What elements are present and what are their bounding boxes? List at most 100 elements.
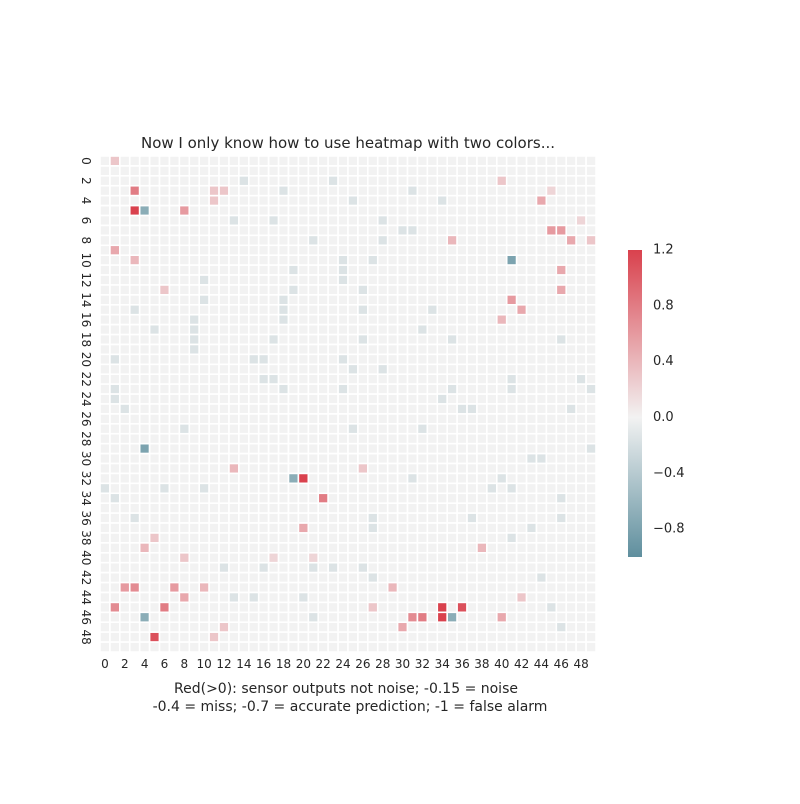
heatmap-cell [545,294,558,306]
heatmap-cell [178,284,191,296]
heatmap-cell [128,482,141,495]
heatmap-cell [476,581,488,594]
heatmap-cell [109,601,121,614]
heatmap-cell [515,502,528,514]
heatmap-cell [317,423,329,435]
heatmap-cell [495,383,508,395]
heatmap-cell [426,264,439,276]
heatmap-cell [476,284,488,296]
heatmap-cell [178,571,191,584]
y-tick-label: 26 [79,411,93,426]
heatmap-cell [436,313,448,326]
heatmap-cell [99,482,111,495]
heatmap-cell [218,591,230,604]
heatmap-cell [267,373,280,385]
heatmap-cell [138,353,151,366]
heatmap-cell [476,363,488,376]
heatmap-cell [198,383,210,395]
heatmap-cell [99,591,111,604]
heatmap-cell [525,442,538,455]
heatmap-cell [119,561,131,574]
heatmap-cell [297,522,310,534]
heatmap-cell [218,532,230,544]
heatmap-cell [267,353,280,366]
heatmap-cell [585,383,597,395]
heatmap-cell [495,363,508,376]
heatmap-cell [148,641,161,653]
heatmap-cell [248,432,260,445]
x-tick-label: 10 [197,657,212,671]
heatmap-cell [466,561,478,574]
heatmap-cell [545,224,558,237]
heatmap-cell [277,591,290,604]
heatmap-cell [495,482,508,495]
heatmap-cell [297,165,310,177]
heatmap-cell [158,581,171,594]
heatmap-cell [317,413,329,425]
heatmap-cell [456,403,468,415]
heatmap-cell [367,155,379,167]
heatmap-cell [555,224,568,237]
heatmap-cell [585,393,597,405]
heatmap-cell [505,611,518,624]
heatmap-cell [367,641,379,653]
heatmap-cell [297,204,310,217]
heatmap-cell [228,631,240,643]
heatmap-cell [138,294,151,306]
y-tick-label: 36 [79,510,93,525]
heatmap-cell [436,353,448,366]
heatmap-cell [357,611,369,624]
heatmap-cell [128,502,141,514]
heatmap-cell [148,492,161,504]
heatmap-cell [476,482,488,495]
heatmap-cell [476,641,488,653]
heatmap-cell [168,591,181,604]
heatmap-cell [228,462,240,475]
heatmap-cell [248,641,260,653]
heatmap-cell [406,264,419,276]
x-tick-label: 26 [355,657,370,671]
heatmap-cell [396,165,409,177]
heatmap-cell [168,561,181,574]
heatmap-cell [188,472,200,485]
heatmap-cell [396,571,409,584]
heatmap-cell [317,581,329,594]
heatmap-cell [406,551,419,564]
heatmap-cell [128,641,141,653]
heatmap-cell [208,194,220,207]
heatmap-cell [257,294,270,306]
heatmap-cell [456,551,468,564]
heatmap-cell [476,313,488,326]
heatmap-cell [416,482,429,495]
heatmap-cell [267,383,280,395]
heatmap-cell [178,502,191,514]
heatmap-cell [228,571,240,584]
heatmap-cell [248,313,260,326]
heatmap-cell [555,333,568,346]
heatmap-cell [287,194,300,207]
heatmap-cell [109,561,121,574]
heatmap-cell [357,393,369,405]
heatmap-cell [406,631,419,643]
heatmap-cell [575,294,587,306]
heatmap-cell [396,601,409,614]
heatmap-cell [555,353,568,366]
heatmap-cell [426,155,439,167]
heatmap-cell [267,532,280,544]
heatmap-cell [367,611,379,624]
heatmap-cell [535,294,548,306]
heatmap-cell [565,343,577,356]
heatmap-cell [287,561,300,574]
heatmap-cell [446,591,458,604]
heatmap-cell [248,274,260,286]
heatmap-cell [376,284,389,296]
heatmap-cell [515,472,528,485]
heatmap-cell [396,452,409,465]
heatmap-cell [376,432,389,445]
heatmap-cell [168,601,181,614]
heatmap-cell [545,403,558,415]
heatmap-cell [248,294,260,306]
heatmap-cell [168,532,181,544]
heatmap-cell [297,383,310,395]
heatmap-cell [148,343,161,356]
